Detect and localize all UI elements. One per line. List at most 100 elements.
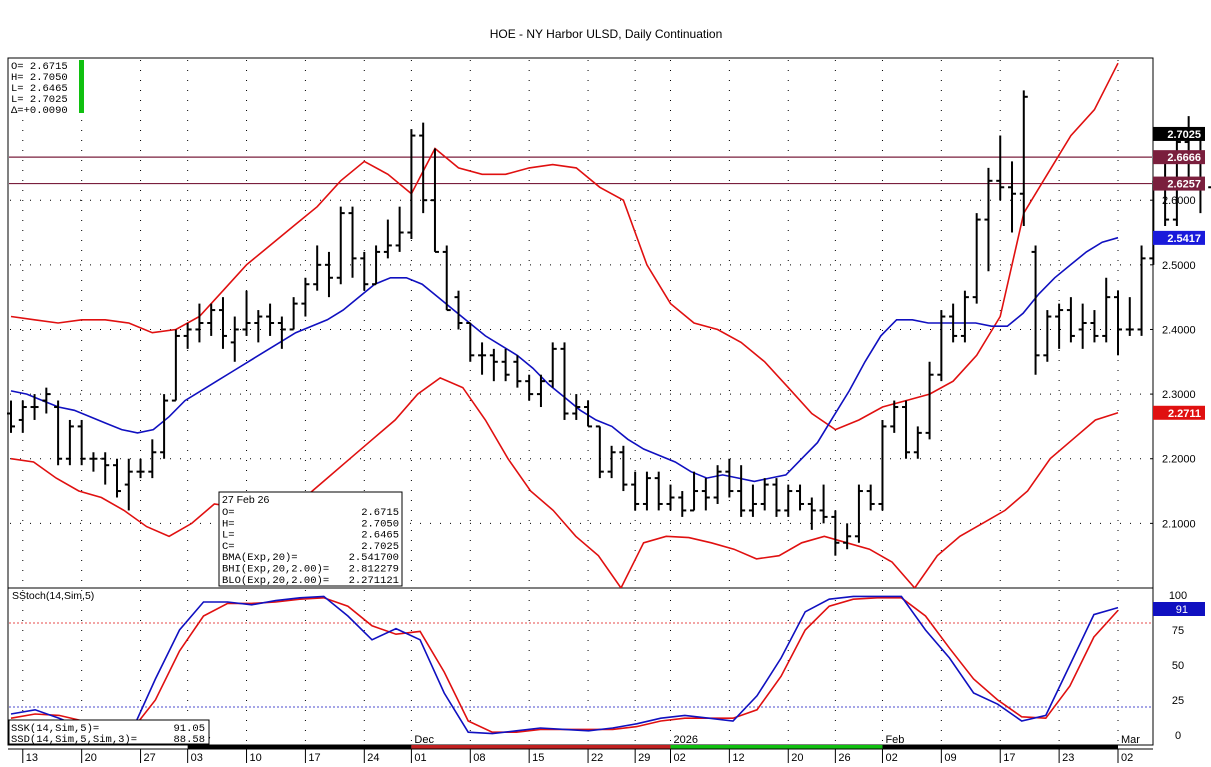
ohlc-bar-91 (1078, 303, 1087, 349)
ssd-label: SSD(14,Sim,5,Sim,3)= (11, 734, 137, 746)
stoch-axis: 100 75 50 25 0 (1169, 590, 1187, 742)
ohlc-bar-15 (183, 323, 192, 349)
chart-title: HOE - NY Harbor ULSD, Daily Continuation (490, 27, 723, 41)
ohlc-bar-62 (737, 465, 746, 517)
ssd-line (10, 596, 1119, 734)
price-badge-0 (1153, 126, 1205, 141)
ssd-value: 88.58 (173, 734, 205, 746)
y-tick-label-5: 2.6000 (1162, 195, 1196, 207)
ohlc-bar-86 (1019, 90, 1028, 227)
ohlc-bar-18 (218, 297, 227, 349)
data-window-value-6: 2.271121 (349, 575, 399, 587)
data-window-label-4: BMA(Exp,20)= (222, 552, 298, 564)
stoch-badge: 91 (1153, 602, 1205, 616)
x-day-label-0: 13 (26, 752, 38, 764)
ohlc-bar-26 (313, 245, 322, 291)
x-day-label-13: 12 (732, 752, 744, 764)
price-panel (7, 57, 1154, 589)
ohlc-bar-68 (807, 497, 816, 530)
ohlc-bar-16 (195, 303, 204, 343)
x-month-label-3: Feb (885, 734, 904, 746)
x-day-label-19: 23 (1062, 752, 1074, 764)
bb-lower-line (10, 376, 1119, 588)
x-day-label-17: 09 (944, 752, 956, 764)
ohlc-bar-64 (760, 478, 769, 511)
x-day-label-20: 02 (1121, 752, 1133, 764)
ohlc-bar-71 (843, 523, 852, 550)
ohlc-bar-17 (207, 303, 216, 336)
ohlc-bar-81 (960, 290, 969, 343)
ohlc-bar-78 (925, 361, 934, 440)
ohlc-bar-10 (124, 458, 133, 511)
month-bar-0 (187, 745, 412, 749)
ohlc-bar-70 (831, 510, 840, 556)
data-window-label-5: BHI(Exp,20,2.00)= (222, 564, 329, 576)
y-tick-label-2: 2.3000 (1162, 389, 1196, 401)
ohlc-bar-49 (584, 400, 593, 428)
ohlc-bar-59 (701, 478, 710, 511)
ohlc-bar-102 (1208, 186, 1211, 189)
ohlc-bar-4 (54, 400, 63, 466)
ohlc-bar-9 (112, 458, 121, 498)
price-badge-label-1: 2.6666 (1167, 152, 1201, 164)
stoch-tick-label-1: 75 (1172, 625, 1184, 637)
ohlc-bar-32 (383, 219, 392, 259)
ohlc-bar-14 (171, 329, 180, 402)
price-badge-2 (1153, 176, 1205, 191)
ohlc-bar-85 (1008, 161, 1017, 233)
ohlc-bar-58 (690, 471, 699, 512)
stoch-tick-label-2: 50 (1172, 660, 1184, 672)
y-tick-label-1: 2.2000 (1162, 454, 1196, 466)
y-tick-label-3: 2.4000 (1162, 324, 1196, 336)
bollinger-bands (10, 62, 1119, 588)
ssk-value: 91.05 (173, 723, 205, 735)
stochastic-lines (10, 595, 1119, 735)
ohlc-bar-29 (348, 206, 357, 278)
data-window-value-1: 2.7050 (361, 518, 399, 530)
x-day-label-9: 15 (532, 752, 544, 764)
x-day-label-14: 20 (791, 752, 803, 764)
ohlc-box: O= 2.6715 H= 2.7050 L= 2.6465 L= 2.7025 … (9, 59, 85, 117)
stoch-badge-text: 91 (1176, 604, 1188, 616)
ohlc-bar-89 (1055, 303, 1064, 349)
x-day-label-16: 02 (885, 752, 897, 764)
stoch-tick-label-3: 25 (1172, 695, 1184, 707)
ohlc-bar-12 (148, 439, 157, 479)
horizontal-levels (9, 156, 1152, 185)
ohlc-bar-37 (442, 245, 451, 312)
ohlc-bar-92 (1090, 310, 1099, 343)
ohlc-last: L= 2.7025 (11, 94, 68, 106)
ohlc-bar-30 (360, 251, 369, 291)
ohlc-bar-61 (725, 458, 734, 498)
ohlc-bar-60 (713, 465, 722, 504)
ohlc-bar-44 (525, 374, 534, 401)
data-window-date: 27 Feb 26 (222, 494, 269, 506)
ohlc-bar-77 (913, 426, 922, 459)
ohlc-bar-24 (289, 297, 298, 331)
grid-lines (10, 60, 1150, 744)
data-window-label-3: C= (222, 541, 235, 553)
ohlc-bar-45 (536, 374, 545, 408)
ohlc-bar-76 (902, 400, 911, 459)
ohlc-bar-84 (996, 135, 1005, 201)
ohlc-bar-82 (972, 213, 981, 304)
ohlc-bar-67 (796, 484, 805, 511)
ohlc-bars (7, 90, 1211, 556)
ohlc-bar-34 (407, 129, 416, 239)
ohlc-bar-25 (301, 277, 310, 317)
stoch-tick-label-0: 100 (1169, 590, 1187, 602)
ohlc-open: O= 2.6715 (11, 61, 68, 73)
ohlc-bar-51 (607, 445, 616, 479)
x-day-label-2: 27 (144, 752, 156, 764)
price-badge-3 (1153, 230, 1205, 245)
ohlc-bar-54 (642, 471, 651, 511)
data-window-value-2: 2.6465 (361, 530, 399, 542)
ohlc-bar-8 (101, 452, 110, 485)
ohlc-bar-21 (254, 310, 263, 343)
bb-upper-line (10, 62, 1119, 431)
ohlc-bar-43 (513, 355, 522, 388)
data-window-value-4: 2.541700 (349, 552, 399, 564)
ohlc-bar-96 (1137, 245, 1146, 336)
data-window-value-5: 2.812279 (349, 564, 399, 576)
